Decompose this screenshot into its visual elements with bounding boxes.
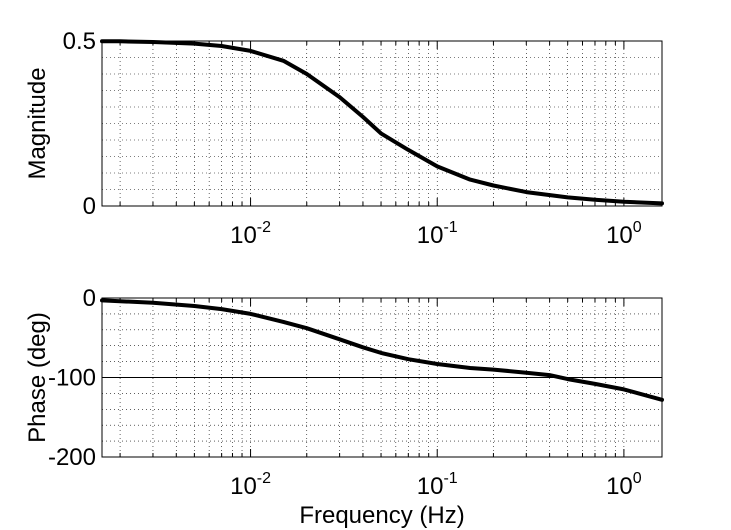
data-point (220, 307, 224, 311)
data-point (406, 357, 410, 361)
data-point (548, 373, 552, 377)
y-axis-label: Magnitude (24, 67, 51, 179)
data-series-line (100, 39, 664, 206)
y-tick-label: 0 (83, 193, 96, 220)
x-tick-label: 10-2 (230, 470, 271, 500)
x-tick-base: 10 (230, 473, 257, 500)
axes-frame (101, 40, 663, 207)
data-point (622, 387, 626, 392)
data-point (305, 326, 309, 330)
data-point (622, 200, 626, 204)
x-tick-base: 10 (606, 222, 633, 249)
data-point (361, 345, 365, 349)
data-point (468, 178, 472, 182)
x-axis-label: Frequency (Hz) (299, 502, 464, 529)
data-point (361, 115, 365, 119)
data-point (248, 49, 253, 53)
y-tick-label: 0 (83, 285, 96, 312)
data-point (566, 195, 570, 200)
data-point (435, 164, 439, 168)
data-point (338, 95, 342, 99)
data-point (192, 304, 196, 308)
data-point (491, 367, 496, 372)
x-tick-label: 10-2 (230, 219, 271, 249)
data-point (281, 59, 286, 63)
x-tick-exponent: 0 (633, 219, 642, 236)
data-point (151, 301, 155, 305)
data-point (435, 362, 439, 366)
x-tick-base: 10 (230, 222, 257, 249)
x-tick-label: 100 (606, 219, 642, 249)
data-point (593, 382, 597, 386)
x-tick-base: 10 (417, 473, 444, 500)
data-point (406, 148, 410, 152)
x-tick-exponent: -1 (443, 219, 457, 236)
x-tick-base: 10 (606, 473, 633, 500)
data-point (305, 72, 309, 76)
x-tick-exponent: -2 (257, 470, 271, 487)
data-point (118, 299, 122, 303)
data-point (593, 198, 597, 202)
data-point (524, 190, 528, 194)
data-point (192, 42, 196, 46)
x-tick-label: 10-1 (417, 470, 458, 500)
x-tick-label: 100 (606, 470, 642, 500)
y-axis-label: Phase (deg) (24, 312, 51, 443)
x-tick-exponent: -1 (443, 470, 457, 487)
data-point (281, 320, 286, 324)
data-point (338, 337, 342, 341)
data-point (379, 351, 383, 355)
y-tick-label: -200 (48, 444, 96, 471)
data-point (248, 312, 253, 316)
x-tick-exponent: 0 (633, 470, 642, 487)
data-point (491, 183, 496, 188)
x-tick-exponent: -2 (257, 219, 271, 236)
y-tick-label: 0.5 (63, 28, 96, 55)
y-tick-label: -100 (48, 365, 96, 392)
x-tick-label: 10-1 (417, 219, 458, 249)
data-point (379, 131, 383, 135)
x-tick-base: 10 (417, 222, 444, 249)
data-point (220, 44, 224, 48)
data-point (468, 366, 472, 370)
axes-frame (101, 297, 663, 458)
data-point (566, 377, 570, 381)
data-point (524, 371, 528, 375)
